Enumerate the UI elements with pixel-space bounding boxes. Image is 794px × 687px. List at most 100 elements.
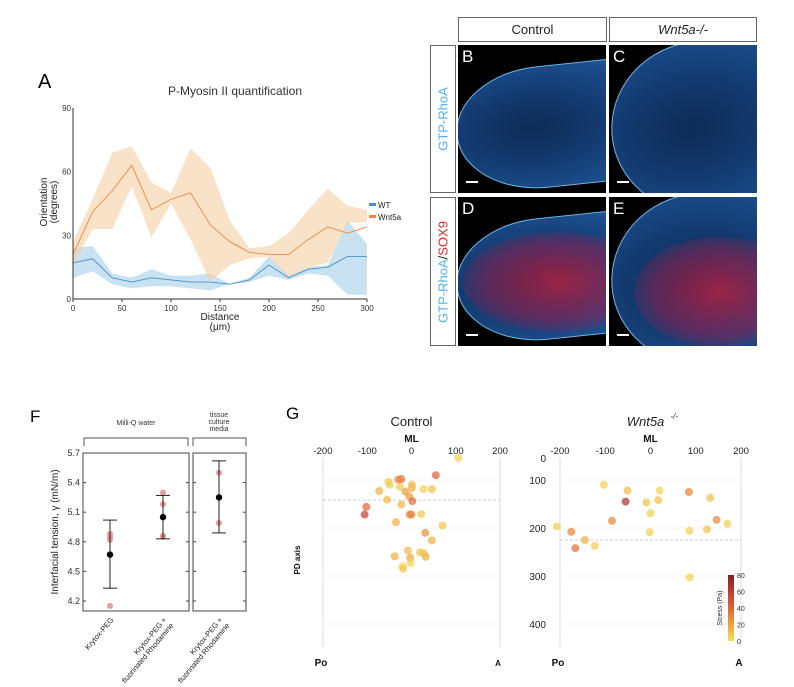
sox9-signal	[634, 237, 757, 346]
colorbar-label: Stress (Pa)	[717, 590, 724, 625]
x-tick-label: 250	[311, 304, 325, 313]
data-point	[552, 522, 561, 531]
plot-box-right	[192, 452, 247, 612]
chart-a-ylabel: Orientation	[39, 178, 50, 227]
data-point	[399, 564, 408, 573]
x-axis-label: ML	[404, 434, 418, 445]
x-tick-label: 0	[409, 446, 414, 457]
data-point	[394, 475, 403, 484]
panel-title-superscript: -/-	[671, 412, 679, 421]
column-header-label: Wnt5a-/-	[658, 22, 708, 37]
data-point	[406, 559, 415, 568]
plot-box-left	[82, 452, 190, 612]
chart-a-ylabel-unit: (degrees)	[49, 181, 60, 224]
y-tick-label: 4.2	[67, 596, 80, 606]
line-wt	[72, 256, 367, 285]
data-point	[392, 518, 401, 527]
panel-title: Wnt5a	[627, 414, 665, 429]
chart-f-ylabel: Interfacial tension, γ (mN/m)	[50, 469, 61, 594]
panel-label: C	[613, 47, 626, 66]
y-axis-label: PD axis	[293, 545, 302, 574]
image-panel-d: D	[458, 197, 606, 346]
data-point	[408, 497, 417, 506]
y-tick-label: 0	[540, 454, 546, 465]
data-point	[397, 500, 406, 509]
image-panel-e: E	[609, 197, 757, 346]
y-tick-label: 90	[62, 104, 71, 113]
data-point	[723, 519, 732, 528]
x-tick-label: 100	[164, 304, 178, 313]
panel-label-a: A	[38, 71, 52, 93]
legend-label-wt: WT	[378, 201, 391, 210]
y-tick-label: 200	[529, 524, 546, 535]
category-label: Krytox-PEG	[83, 615, 115, 651]
data-point	[599, 480, 608, 489]
data-point	[407, 484, 416, 493]
data-point	[160, 489, 166, 496]
group-label-line: media	[209, 426, 228, 433]
line-wnt5a	[72, 164, 368, 255]
data-point	[427, 536, 436, 545]
data-point	[590, 541, 599, 550]
data-point	[383, 495, 392, 504]
x-tick-label: 100	[448, 446, 464, 457]
sox9-signal	[463, 232, 606, 332]
panel-label: B	[462, 47, 474, 66]
data-point	[454, 454, 463, 462]
x-tick-label: 50	[118, 304, 127, 313]
data-point	[421, 552, 430, 561]
y-tick-label: 5.1	[67, 507, 80, 517]
corner-label-a: A	[735, 658, 742, 669]
x-tick-label: 0	[71, 304, 76, 313]
x-tick-label: -200	[313, 446, 332, 457]
colorbar-tick-label: 0	[737, 639, 741, 646]
data-point	[706, 493, 715, 502]
legend-swatch	[369, 203, 376, 206]
panel-label-g: G	[286, 404, 299, 423]
data-point	[375, 487, 384, 496]
scale-bar	[466, 181, 478, 183]
column-header-wnt5a: Wnt5a-/-	[609, 17, 757, 42]
column-header-label: Control	[511, 22, 554, 37]
y-tick-label: 4.5	[67, 566, 80, 576]
data-point	[646, 509, 655, 518]
data-point	[685, 526, 694, 535]
x-tick-label: -100	[596, 446, 615, 457]
mean-point	[159, 513, 167, 521]
x-tick-label: -100	[358, 446, 377, 457]
chart-a-xlabel: Distance	[201, 312, 240, 323]
image-panel-c: C	[609, 45, 757, 193]
data-point	[403, 546, 412, 555]
data-point	[107, 602, 113, 609]
scatter-panel-wnt5a: Wnt5a -/-ML-200 -100 0 100 2000100200300400Po…	[529, 412, 749, 669]
y-tick-label: 100	[529, 476, 546, 487]
data-point	[655, 486, 664, 495]
chart-a: 0 50 100 150 200 250 300 0 30 60 90 WT Wnt5a	[62, 104, 402, 313]
data-point	[580, 536, 589, 544]
panel-label-f: F	[30, 407, 40, 426]
data-point	[407, 510, 416, 519]
panel-label: D	[462, 199, 475, 218]
y-tick-label: 0	[67, 295, 72, 304]
data-point	[419, 485, 428, 494]
legend-swatch	[369, 215, 376, 218]
data-point	[431, 471, 440, 480]
mean-point	[215, 494, 223, 501]
data-point	[362, 502, 371, 511]
colorbar-tick-label: 40	[737, 606, 745, 613]
panel-title: Control	[391, 414, 433, 429]
x-tick-label: 200	[733, 446, 749, 457]
colorbar-tick-label: 60	[737, 590, 745, 597]
row-label-gtp-rhoa: GTP-RhoA	[430, 45, 456, 193]
data-point	[390, 552, 399, 561]
data-point	[642, 498, 651, 507]
data-point	[621, 497, 630, 506]
category-label-line: Krytox-PEG	[83, 615, 115, 651]
image-panel-b: B	[458, 45, 606, 193]
corner-label-a: A	[495, 659, 501, 668]
x-tick-label: 200	[262, 304, 276, 313]
scatter-panel-control: Control ML -200 -100 0 100 200 PD axis Po A	[293, 414, 508, 669]
x-tick-label: -200	[550, 446, 569, 457]
